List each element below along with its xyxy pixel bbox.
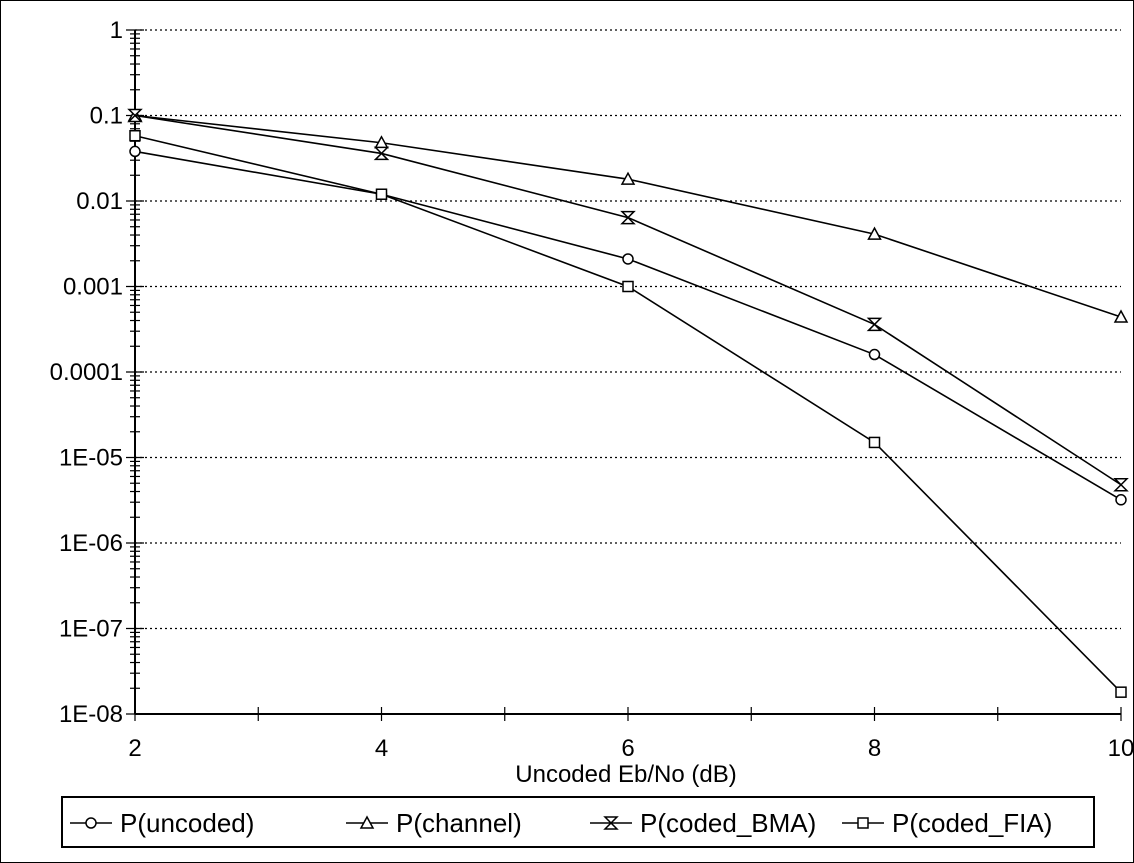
legend-item: P(coded_FIA) (842, 808, 1052, 838)
data-point (868, 348, 881, 361)
legend-marker (603, 816, 619, 830)
legend-label: P(channel) (396, 808, 522, 838)
x-axis-title: Uncoded Eb/No (dB) (515, 761, 736, 788)
data-point (866, 317, 883, 332)
data-point (1115, 686, 1127, 698)
y-tick-label: 1E-05 (59, 445, 123, 472)
data-point (373, 146, 390, 161)
data-point (868, 436, 881, 449)
y-tick-label: 1E-07 (59, 616, 123, 643)
data-point (129, 145, 141, 158)
data-point (867, 226, 882, 240)
data-point (129, 129, 141, 142)
legend-item: P(uncoded) (70, 808, 254, 838)
grid-lines (135, 29, 1121, 630)
x-tick-label: 2 (128, 735, 141, 762)
data-series (127, 107, 1129, 698)
data-point (622, 253, 634, 265)
x-tick-label: 10 (1108, 735, 1134, 762)
y-tick-label: 1 (110, 17, 123, 44)
legend-marker (857, 817, 869, 829)
series-P(channel) (127, 107, 1129, 323)
y-tick-label: 1E-06 (59, 530, 123, 557)
data-point (620, 210, 636, 225)
data-point (1113, 478, 1129, 492)
series-P(coded_FIA) (129, 129, 1127, 698)
legend-label: P(uncoded) (120, 808, 254, 838)
y-tick-label: 0.01 (76, 188, 123, 215)
series-P(coded_BMA) (127, 108, 1129, 492)
legend-label: P(coded_BMA) (640, 808, 816, 838)
data-point (620, 171, 636, 185)
x-tick-label: 6 (621, 735, 634, 762)
y-tick-label: 0.0001 (50, 359, 123, 386)
y-tick-label: 1E-08 (59, 701, 123, 728)
legend-item: P(channel) (346, 808, 522, 838)
data-point (622, 280, 634, 293)
y-tick-label: 0.001 (63, 274, 123, 301)
data-point (127, 108, 143, 123)
y-tick-label: 0.1 (90, 103, 123, 130)
x-tick-label: 4 (375, 735, 388, 762)
legend-marker (85, 817, 97, 829)
data-point (1115, 494, 1127, 506)
legend-marker (359, 815, 375, 829)
legend-label: P(coded_FIA) (892, 808, 1052, 838)
legend-item: P(coded_BMA) (590, 808, 816, 838)
legend-box (61, 796, 1095, 848)
data-point (375, 188, 388, 200)
y-axis-ticks: 1 0.1 0.01 0.001 0.0001 1E-05 1E-06 1E-07 1E-08 (50, 17, 144, 728)
data-point (1113, 309, 1129, 323)
legend: P(uncoded) P(channel) P(coded_BMA) P(coded_… (61, 796, 1095, 848)
x-tick-label: 8 (868, 735, 881, 762)
series-P(uncoded) (129, 145, 1127, 506)
x-axis-ticks: 2 4 6 8 10 (128, 707, 1134, 762)
